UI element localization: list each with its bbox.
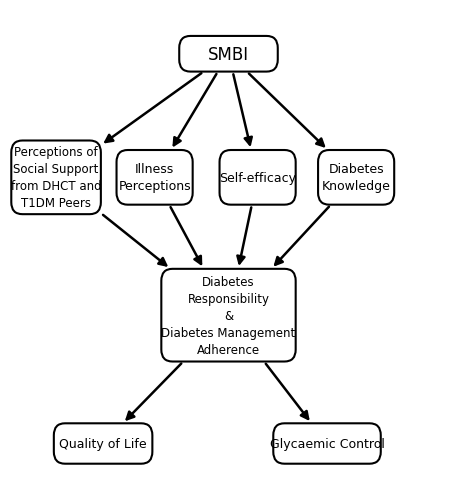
Text: Illness
Perceptions: Illness Perceptions [118, 163, 191, 193]
Text: Perceptions of
Social Support
from DHCT and
T1DM Peers: Perceptions of Social Support from DHCT … [11, 146, 101, 210]
FancyBboxPatch shape [54, 424, 152, 464]
FancyBboxPatch shape [179, 37, 278, 73]
FancyBboxPatch shape [161, 269, 296, 362]
Text: Glycaemic Control: Glycaemic Control [270, 437, 384, 450]
FancyBboxPatch shape [11, 141, 101, 215]
Text: Quality of Life: Quality of Life [59, 437, 147, 450]
Text: Diabetes
Knowledge: Diabetes Knowledge [322, 163, 391, 193]
Text: Self-efficacy: Self-efficacy [219, 171, 296, 184]
Text: SMBI: SMBI [208, 45, 249, 63]
FancyBboxPatch shape [219, 151, 296, 205]
FancyBboxPatch shape [117, 151, 193, 205]
FancyBboxPatch shape [318, 151, 394, 205]
FancyBboxPatch shape [273, 424, 381, 464]
Text: Diabetes
Responsibility
&
Diabetes Management
Adherence: Diabetes Responsibility & Diabetes Manag… [161, 275, 296, 356]
